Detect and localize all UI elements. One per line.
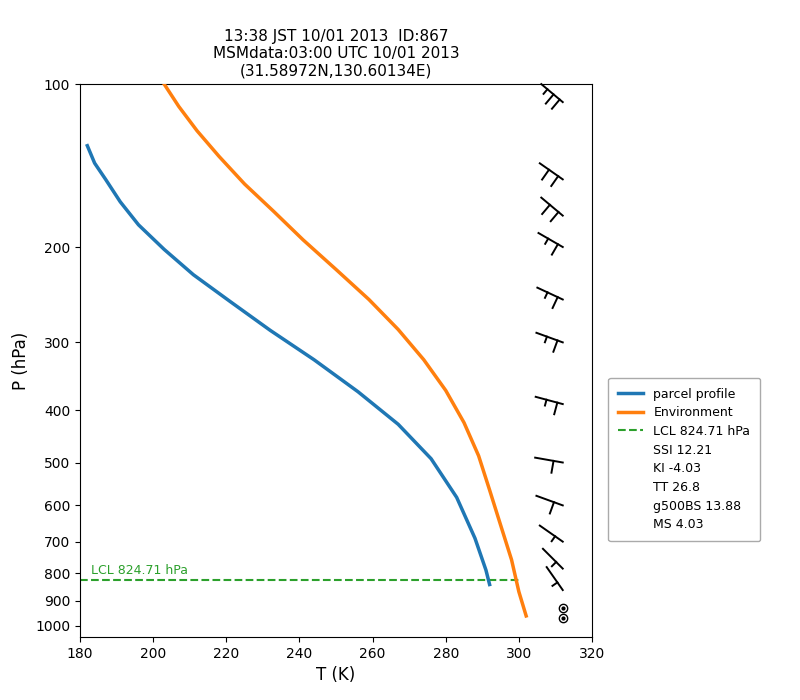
Title: 13:38 JST 10/01 2013  ID:867
MSMdata:03:00 UTC 10/01 2013
(31.58972N,130.60134E): 13:38 JST 10/01 2013 ID:867 MSMdata:03:0… — [213, 29, 459, 78]
parcel profile — [470, 534, 480, 542]
parcel profile — [485, 580, 494, 589]
Y-axis label: P (hPa): P (hPa) — [11, 331, 30, 390]
parcel profile — [266, 326, 275, 335]
Environment — [364, 295, 374, 304]
Environment — [298, 236, 308, 244]
X-axis label: T (K): T (K) — [316, 666, 356, 685]
Environment — [159, 80, 169, 88]
parcel profile — [82, 141, 92, 150]
Environment — [419, 356, 429, 364]
Environment — [496, 521, 506, 529]
Text: LCL 824.71 hPa: LCL 824.71 hPa — [91, 564, 188, 577]
parcel profile — [101, 175, 110, 183]
parcel profile — [159, 245, 169, 253]
parcel profile — [310, 356, 319, 364]
parcel profile — [394, 420, 403, 428]
Environment — [485, 486, 494, 494]
Environment — [331, 265, 341, 274]
parcel profile — [353, 388, 362, 396]
parcel profile — [115, 197, 125, 206]
Environment — [522, 612, 531, 620]
Environment — [192, 127, 202, 135]
Environment — [394, 326, 403, 334]
Environment — [214, 152, 224, 160]
Legend: parcel profile, Environment, LCL 824.71 hPa, SSI 12.21, KI -4.03, TT 26.8, g500B: parcel profile, Environment, LCL 824.71 … — [609, 378, 761, 541]
parcel profile — [225, 298, 234, 306]
Environment — [174, 102, 183, 111]
parcel profile — [452, 494, 462, 502]
Environment — [441, 386, 450, 395]
parcel profile — [134, 220, 143, 229]
Environment — [240, 180, 250, 188]
Line: parcel profile: parcel profile — [87, 146, 490, 584]
parcel profile — [426, 454, 436, 463]
Environment — [514, 587, 524, 596]
Environment — [269, 207, 278, 216]
parcel profile — [189, 270, 198, 279]
parcel profile — [90, 159, 99, 167]
Line: Environment: Environment — [164, 84, 526, 616]
Environment — [474, 452, 483, 460]
Environment — [459, 419, 469, 427]
Environment — [506, 556, 516, 564]
parcel profile — [481, 566, 490, 574]
